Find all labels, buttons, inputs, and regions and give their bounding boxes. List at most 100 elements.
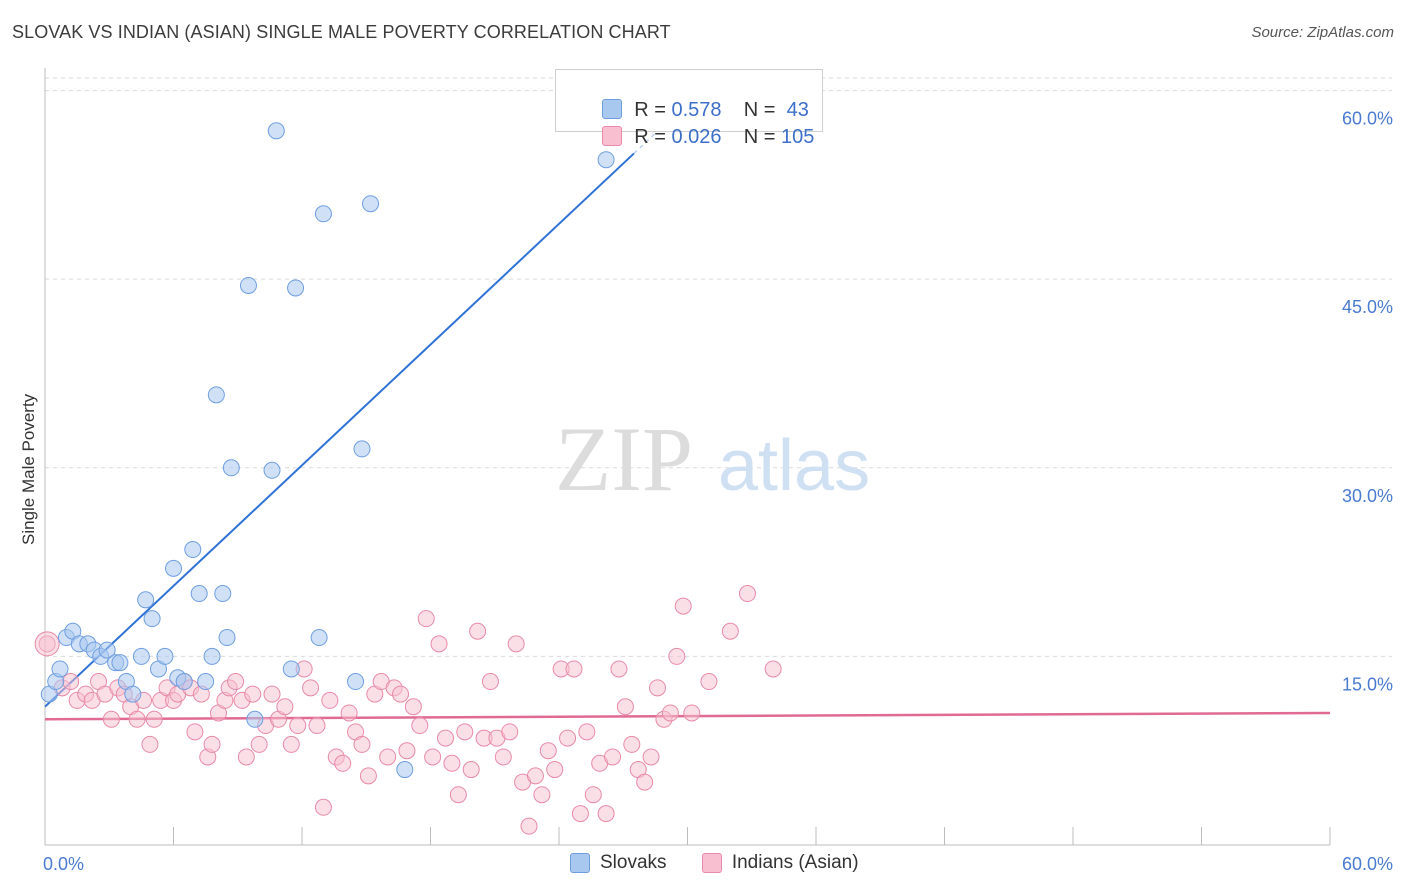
data-point-indians <box>481 673 499 691</box>
tick-labels: 15.0% 30.0% 45.0% 60.0% 0.0% 60.0% <box>43 109 1393 874</box>
y-tick-label: 30.0% <box>1342 486 1393 506</box>
data-point-slovaks <box>111 654 129 672</box>
legend-n-value: 43 <box>786 99 809 121</box>
legend-item-indians[interactable]: Indians (Asian) <box>701 852 859 874</box>
data-point-indians <box>501 723 519 741</box>
data-point-indians <box>128 710 146 728</box>
data-point-indians <box>469 622 487 640</box>
data-point-slovaks <box>124 685 142 703</box>
data-point-indians <box>764 660 782 678</box>
data-point-indians <box>282 735 300 753</box>
data-point-slovaks <box>282 660 300 678</box>
data-point-indians <box>674 597 692 615</box>
legend-r-label: R = <box>634 99 666 121</box>
data-point-slovaks <box>218 629 236 647</box>
data-point-indians <box>263 685 281 703</box>
data-point-slovaks <box>347 673 365 691</box>
legend-row-slovaks: R = 0.578 N = 43 <box>580 76 809 121</box>
watermark-atlas: atlas <box>718 426 870 506</box>
data-point-slovaks <box>287 279 305 297</box>
data-point-slovaks <box>165 559 182 577</box>
data-point-indians <box>636 773 654 791</box>
data-point-indians <box>417 610 435 628</box>
data-point-slovaks <box>156 647 174 665</box>
data-point-indians <box>62 673 80 691</box>
data-point-indians <box>430 635 448 653</box>
data-point-slovaks <box>239 276 257 294</box>
data-point-indians <box>436 729 454 747</box>
y-axis-label: Single Male Poverty <box>19 393 38 545</box>
data-point-indians <box>683 704 701 722</box>
data-point-indians <box>392 685 410 703</box>
data-point-indians <box>571 805 589 823</box>
data-point-indians <box>623 735 641 753</box>
data-point-indians <box>610 660 628 678</box>
legend-r-value: 0.026 <box>671 126 722 148</box>
legend-label-indians: Indians (Asian) <box>731 852 859 873</box>
data-point-indians <box>424 748 442 766</box>
data-point-indians <box>507 635 525 653</box>
data-point-indians <box>186 723 204 741</box>
data-point-indians <box>649 679 667 697</box>
axes <box>44 68 1331 846</box>
data-point-slovaks <box>314 205 332 223</box>
data-point-indians <box>353 735 371 753</box>
y-tick-label: 15.0% <box>1342 674 1393 694</box>
data-point-indians <box>102 710 120 728</box>
data-point-slovaks <box>137 591 155 609</box>
data-point-indians <box>398 742 416 760</box>
data-point-indians <box>520 817 538 835</box>
trend-line-slovaks <box>44 152 635 708</box>
x-tick-label: 60.0% <box>1342 854 1393 874</box>
data-point-indians <box>443 754 461 772</box>
gridlines <box>45 77 1392 657</box>
legend-n-label: N = <box>743 126 776 148</box>
data-point-indians <box>721 622 739 640</box>
data-point-slovaks <box>184 541 202 559</box>
y-tick-label: 60.0% <box>1342 109 1393 129</box>
data-point-indians <box>494 748 512 766</box>
x-tick-label: 0.0% <box>43 854 84 874</box>
data-point-indians <box>565 660 583 678</box>
legend-n-label: N = <box>743 99 776 121</box>
data-point-indians <box>533 786 551 804</box>
data-point-slovaks <box>362 195 380 213</box>
series-indians-asian <box>34 585 782 835</box>
data-point-indians-large <box>34 631 60 657</box>
data-point-indians <box>539 742 557 760</box>
data-point-indians <box>276 698 294 716</box>
data-point-slovaks <box>132 647 150 665</box>
data-point-slovaks <box>396 761 414 779</box>
watermark-zip: ZIP <box>555 408 693 510</box>
data-point-indians <box>604 748 622 766</box>
data-point-indians <box>227 673 245 691</box>
data-point-slovaks <box>203 647 221 665</box>
watermark: ZIP atlas <box>555 408 870 510</box>
data-point-slovaks <box>190 585 208 603</box>
data-point-slovaks <box>143 610 161 628</box>
data-point-indians <box>700 673 718 691</box>
correlation-legend: R = 0.578 N = 43 R = 0.026 N = 105 <box>555 69 823 148</box>
data-point-indians <box>244 685 262 703</box>
data-point-indians <box>578 723 596 741</box>
y-tick-label: 45.0% <box>1342 297 1393 317</box>
data-point-slovaks <box>98 641 116 659</box>
data-point-indians <box>308 717 326 735</box>
data-point-indians <box>411 717 429 735</box>
legend-r-value: 0.578 <box>671 99 722 121</box>
legend-n-value: 105 <box>781 126 815 148</box>
data-point-indians <box>526 767 544 785</box>
data-point-indians <box>203 735 221 753</box>
series-legend: Slovaks Indians (Asian) <box>570 852 889 879</box>
data-point-indians <box>668 647 686 665</box>
series-slovaks <box>40 122 615 779</box>
data-point-indians <box>404 698 422 716</box>
data-point-slovaks <box>175 673 193 691</box>
data-point-indians <box>456 723 474 741</box>
legend-swatch-pink <box>602 126 623 146</box>
legend-item-slovaks[interactable]: Slovaks <box>570 852 667 874</box>
data-point-indians <box>559 729 577 747</box>
data-point-indians <box>289 717 307 735</box>
data-point-slovaks <box>214 585 232 603</box>
data-point-indians <box>379 748 397 766</box>
